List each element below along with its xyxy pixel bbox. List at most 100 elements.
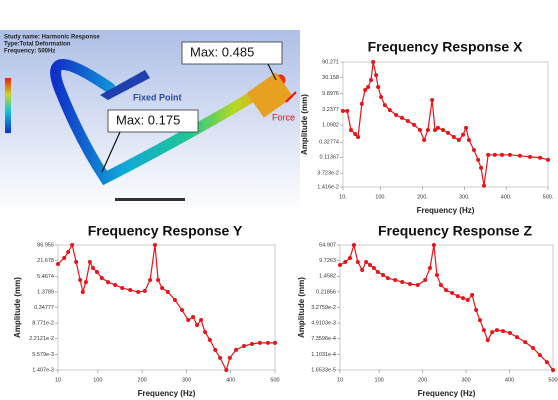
y-tick-label: 1.416e-2 [317, 184, 339, 190]
data-point [435, 125, 440, 130]
data-point [367, 263, 372, 268]
data-point [485, 338, 490, 343]
data-point [438, 283, 443, 288]
x-tick-label: 500 [270, 377, 279, 383]
y-tick-label: 5.579e-3 [32, 352, 54, 358]
data-point [461, 132, 466, 137]
data-point [425, 127, 430, 132]
bracket [100, 70, 150, 100]
scale-bar [115, 198, 185, 201]
data-point [412, 122, 417, 127]
x-tick-label: 500 [548, 377, 557, 383]
data-point [423, 278, 428, 283]
data-point [87, 259, 92, 264]
data-point [479, 165, 484, 170]
data-point [90, 266, 95, 271]
y-tick-label: 1.407e-3 [32, 367, 54, 373]
data-point [160, 285, 165, 290]
x-tick-label: 300 [461, 377, 470, 383]
data-point [514, 335, 519, 340]
data-point [544, 360, 549, 365]
data-point [466, 138, 471, 143]
x-tick-label: 100 [93, 377, 102, 383]
y-tick-label: 21.678 [37, 258, 54, 264]
data-point [492, 152, 497, 157]
tip [246, 72, 294, 118]
data-point [446, 130, 451, 135]
data-point [341, 108, 345, 113]
data-point [551, 368, 555, 373]
data-point [242, 343, 246, 348]
data-point [417, 127, 422, 132]
data-point [227, 355, 232, 360]
data-point [394, 113, 399, 118]
y-tick-label: 4.9103e-3 [311, 321, 336, 327]
data-point [128, 287, 133, 292]
data-point [106, 280, 111, 285]
data-point [481, 183, 486, 188]
y-tick-label: 0.21856 [316, 289, 336, 295]
deformed-part [50, 59, 286, 186]
fixed-label: Fixed Point [133, 92, 182, 102]
header-line: Frequency: 500Hz [4, 49, 55, 55]
y-tick-label: 0.34777 [34, 305, 54, 311]
data-point [343, 260, 348, 265]
data-point [400, 280, 405, 285]
x-tick-label: 200 [418, 377, 427, 383]
data-point [481, 328, 486, 333]
x-tick-label: 10. [339, 194, 347, 200]
x-tick-label: 300 [182, 377, 191, 383]
y-tick-label: 3.2759e-2 [311, 305, 336, 311]
data-point [405, 118, 410, 123]
data-point [80, 289, 85, 294]
y-tick-label: 90.271 [322, 59, 339, 65]
data-point [470, 293, 475, 298]
x-tick-label: 500. [543, 194, 554, 200]
data-point [191, 314, 196, 319]
plot-area [342, 61, 549, 188]
y-tick-label: 2.2121e-2 [29, 336, 54, 342]
data-point [407, 281, 412, 286]
data-point [523, 340, 528, 345]
data-point [427, 265, 432, 270]
data-point [371, 265, 376, 270]
data-point [385, 276, 390, 281]
data-point [156, 278, 161, 283]
y-tick-label: 64.907 [319, 242, 336, 248]
data-point [234, 347, 239, 352]
data-point [78, 278, 83, 283]
data-point [56, 261, 60, 266]
data-point [70, 242, 75, 247]
x-tick-label: 10 [337, 377, 343, 383]
leader [101, 131, 121, 173]
data-point [444, 288, 449, 293]
data-point [422, 138, 427, 143]
data-point [186, 318, 191, 323]
y-tick-label: 1.4582 [319, 274, 336, 280]
data-point [474, 308, 479, 313]
color-legend [5, 78, 11, 133]
data-point [369, 77, 374, 82]
chart-title: Frequency Response Y [88, 223, 243, 239]
y-tick-label: 5.4674 [37, 274, 54, 280]
data-point [451, 135, 456, 140]
y-tick-label: 8.771e-2 [32, 321, 54, 327]
force-label: Force [272, 112, 295, 122]
data-point [99, 276, 104, 281]
data-point [507, 152, 512, 157]
data-point [359, 101, 364, 106]
max-box [107, 109, 199, 133]
data-point [375, 270, 380, 275]
data-point [113, 282, 118, 287]
y-tick-label: 1.3789 [37, 289, 54, 295]
y-tick-label: 9.8976 [322, 91, 339, 97]
header-line: Study name: Harmonic Response [4, 35, 100, 41]
data-point [207, 337, 212, 342]
data-point [494, 328, 499, 333]
x-tick-label: 400. [501, 194, 512, 200]
y-tick-label: 0.32774 [319, 140, 339, 146]
data-point [366, 84, 371, 89]
data-point [537, 353, 542, 358]
data-point [148, 278, 153, 283]
